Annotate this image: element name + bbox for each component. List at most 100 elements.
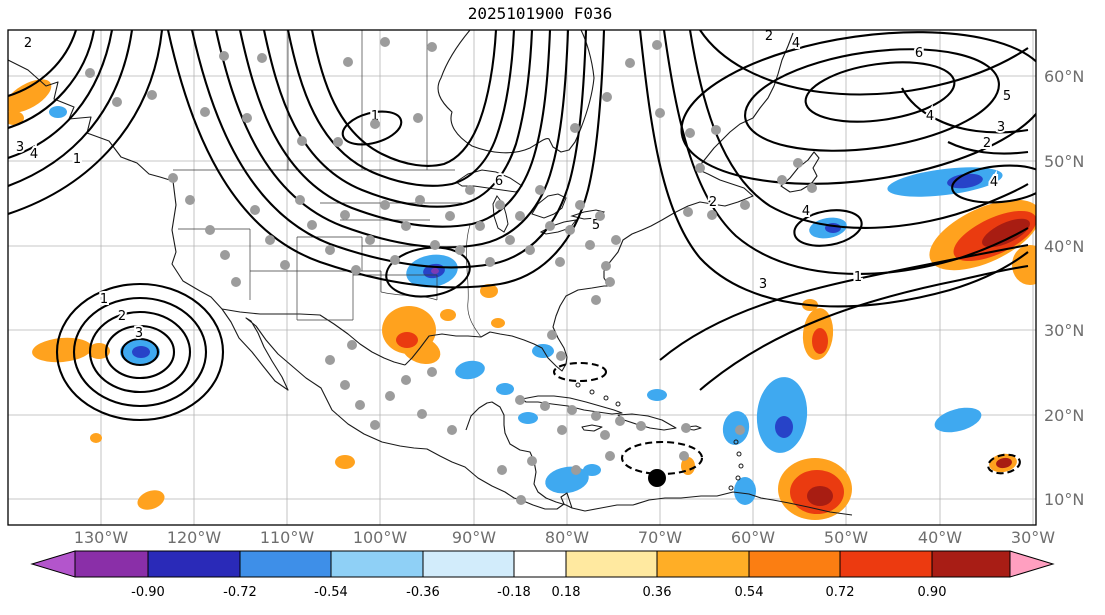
station-dot <box>515 395 525 405</box>
contour-line <box>8 30 114 159</box>
anomaly-fill <box>335 455 355 469</box>
contour-line <box>699 264 1029 391</box>
station-dot <box>605 277 615 287</box>
station-dot <box>555 257 565 267</box>
contour-label: 3 <box>997 120 1005 135</box>
station-dot <box>711 125 721 135</box>
contour-label: 4 <box>802 204 810 219</box>
contour-line <box>286 30 516 187</box>
contour-line <box>8 30 164 215</box>
lon-tick-label: 100°W <box>353 528 408 547</box>
coastline <box>221 308 406 366</box>
station-dot <box>505 235 515 245</box>
station-dot <box>683 207 693 217</box>
station-dot <box>325 245 335 255</box>
contour-line <box>987 453 1021 475</box>
station-dot <box>413 113 423 123</box>
station-dot <box>575 200 585 210</box>
anomaly-fill <box>775 416 793 438</box>
coastline <box>437 30 595 154</box>
station-dot <box>525 245 535 255</box>
anomaly-fill <box>583 464 601 476</box>
station-dot <box>447 425 457 435</box>
station-dot <box>585 240 595 250</box>
lon-tick-label: 30°W <box>1011 528 1055 547</box>
anomaly-fill <box>455 360 485 380</box>
contour-line <box>72 296 208 408</box>
colorbar-layer: -0.90 -0.72 -0.54 -0.36 -0.18 0.18 0.36 0.54 0.7… <box>30 550 1055 600</box>
station-dot <box>112 97 122 107</box>
station-layer <box>85 37 817 505</box>
anomaly-fill <box>431 268 439 274</box>
station-dot <box>591 295 601 305</box>
colorbar-tick-label: 0.90 <box>918 585 947 600</box>
station-dot <box>527 456 537 466</box>
chart-title: 2025101900 F036 <box>468 4 613 23</box>
station-dot <box>485 257 495 267</box>
lat-tick-label: 10°N <box>1044 490 1084 509</box>
contour-line <box>385 246 471 298</box>
islet <box>603 395 609 401</box>
station-dot <box>415 195 425 205</box>
contour-line <box>901 87 1029 134</box>
station-dot <box>370 119 380 129</box>
contour-label: 2 <box>118 309 126 324</box>
station-dot <box>340 380 350 390</box>
contour-line <box>104 324 176 380</box>
station-dot <box>417 409 427 419</box>
station-dot <box>545 221 555 231</box>
station-dot <box>535 185 545 195</box>
station-dot <box>147 90 157 100</box>
station-dot <box>427 42 437 52</box>
anomaly-fill <box>88 343 110 359</box>
anomaly-fill <box>518 412 538 424</box>
anomaly-fill <box>934 407 982 433</box>
station-dot <box>250 205 260 215</box>
station-dot <box>807 183 817 193</box>
station-dot <box>777 175 787 185</box>
anomaly-fill <box>496 383 514 395</box>
contour-label: 4 <box>30 147 38 162</box>
islet <box>615 401 621 407</box>
station-dot <box>257 53 267 63</box>
station-dot <box>655 108 665 118</box>
anomaly-fill <box>440 309 456 321</box>
contour-label: 3 <box>135 326 143 341</box>
station-dot <box>347 340 357 350</box>
coastline <box>780 151 820 193</box>
anomaly-fill <box>8 111 24 125</box>
islet <box>575 382 581 388</box>
station-dot <box>200 107 210 117</box>
colorbar-box <box>513 550 567 578</box>
station-dot <box>605 451 615 461</box>
station-dot <box>185 195 195 205</box>
contour-label: 3 <box>16 140 24 155</box>
anomaly-fill <box>491 318 505 328</box>
islet <box>736 451 742 457</box>
axis-layer: 130°W 120°W 110°W 100°W 90°W 80°W 70°W 60°W 50°W… <box>74 67 1085 547</box>
station-dot <box>793 158 803 168</box>
coastline <box>465 401 573 509</box>
station-dot <box>740 200 750 210</box>
anomaly-fill <box>807 486 833 506</box>
anomaly-fill <box>756 377 808 453</box>
station-dot <box>390 255 400 265</box>
highlight-point <box>648 469 666 487</box>
contour-line <box>88 310 192 394</box>
station-dot <box>570 123 580 133</box>
contour-line <box>688 30 1029 229</box>
colorbar-arrow-left <box>30 550 76 578</box>
station-dot <box>652 40 662 50</box>
colorbar-box <box>422 550 515 578</box>
fill-layer <box>8 79 1036 520</box>
station-dot <box>495 200 505 210</box>
colorbar-tick-label: -0.18 <box>497 585 531 600</box>
station-dot <box>515 211 525 221</box>
station-dot <box>455 245 465 255</box>
station-dot <box>636 421 646 431</box>
anomaly-fill <box>137 490 165 510</box>
station-dot <box>557 425 567 435</box>
lat-tick-label: 30°N <box>1044 321 1084 340</box>
station-dot <box>602 92 612 102</box>
